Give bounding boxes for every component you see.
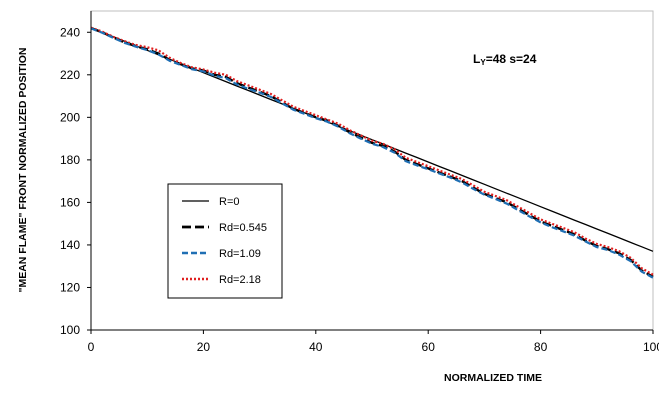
annotation-sub: Y (480, 58, 486, 67)
legend-label: Rd=2.18 (219, 274, 261, 286)
legend-label: R=0 (219, 196, 240, 208)
legend-label: Rd=0.545 (219, 222, 267, 234)
series-line-rd-0-545 (90, 26, 654, 278)
x-axis-label: NORMALIZED TIME (444, 372, 542, 384)
y-tick-label: 180 (60, 153, 80, 167)
legend: R=0 Rd=0.545 Rd=1.09 Rd=2.18 (167, 183, 283, 299)
x-tick-label: 0 (88, 340, 95, 354)
annotation-main: L (473, 52, 480, 66)
y-tick-label: 120 (60, 280, 80, 294)
y-tick-label: 200 (60, 110, 80, 124)
annotation: LY=48 s=24 (473, 52, 537, 67)
x-tick-label: 100 (643, 340, 659, 354)
x-tick-label: 80 (534, 340, 548, 354)
legend-entries: R=0 Rd=0.545 Rd=1.09 Rd=2.18 (182, 196, 267, 286)
annotation-rest: =48 s=24 (486, 52, 537, 66)
series-line-rd-1-09 (90, 27, 654, 279)
x-tick-label: 40 (309, 340, 323, 354)
x-tick-label: 20 (197, 340, 211, 354)
axis-ticks: 0 20 40 60 80 100 100 120 140 160 180 200 220 240 (60, 25, 659, 354)
y-tick-label: 100 (60, 323, 80, 337)
y-tick-label: 220 (60, 68, 80, 82)
legend-label: Rd=1.09 (219, 248, 261, 260)
y-tick-label: 160 (60, 195, 80, 209)
y-axis-label: "MEAN FLAME" FRONT NORMALIZED POSITION (17, 47, 29, 292)
y-tick-label: 140 (60, 238, 80, 252)
series-line-rd-2-18 (90, 26, 654, 276)
y-tick-label: 240 (60, 25, 80, 39)
series-lines (90, 26, 654, 279)
x-tick-label: 60 (422, 340, 436, 354)
